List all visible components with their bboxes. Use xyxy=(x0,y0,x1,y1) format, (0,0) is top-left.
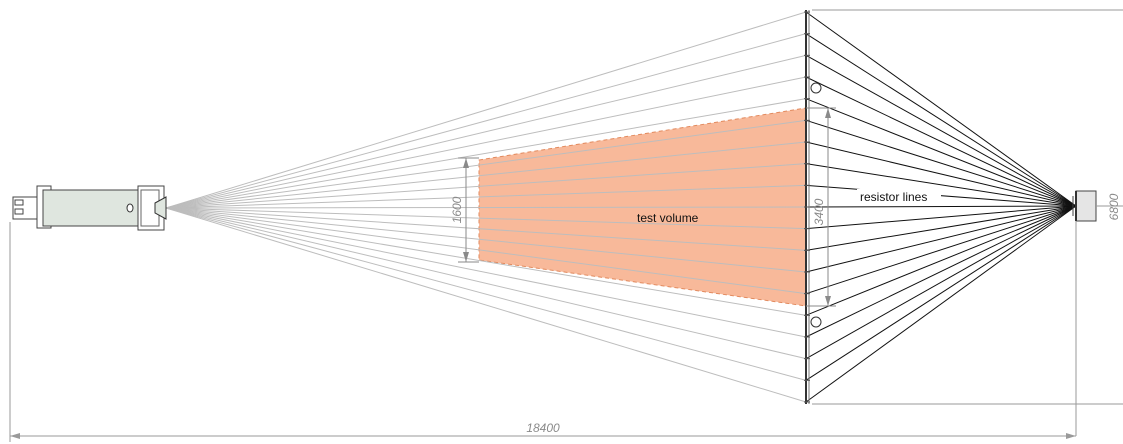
resistor-line xyxy=(805,205,1077,208)
light-fan-line xyxy=(165,207,807,360)
fan-unit-icon xyxy=(12,185,167,231)
resistor-line xyxy=(805,205,1077,230)
exit-height-dimension xyxy=(806,107,836,307)
light-fan-line xyxy=(165,54,807,209)
light-fan-line xyxy=(165,184,807,209)
light-fan-line xyxy=(165,76,807,209)
resistor-line xyxy=(805,11,1077,207)
resistor-line xyxy=(805,141,1077,207)
resistor-line xyxy=(805,98,1077,207)
overall-height-label: 6800 xyxy=(1107,193,1121,220)
resistor-line xyxy=(805,205,1077,273)
sensor-head-icon xyxy=(1072,190,1097,222)
light-fan-line xyxy=(165,207,807,338)
light-fan-line xyxy=(165,207,807,381)
light-fan-line xyxy=(165,207,807,403)
light-fan-line xyxy=(165,207,807,316)
exit-height-label: 3400 xyxy=(812,198,826,225)
overall-length-label: 18400 xyxy=(526,421,560,435)
resistor-line xyxy=(805,119,1077,207)
resistor-frame-icon xyxy=(804,10,822,404)
light-fan-line xyxy=(165,98,807,209)
resistor-line xyxy=(805,205,1077,295)
resistor-line xyxy=(805,205,1077,338)
light-fan-line xyxy=(165,11,807,209)
light-fan-lines xyxy=(165,11,807,403)
light-fan-line xyxy=(165,207,807,230)
resistor-line xyxy=(805,205,1077,381)
light-fan-line xyxy=(165,207,807,273)
resistor-line xyxy=(805,76,1077,207)
test-volume-label: test volume xyxy=(637,211,699,225)
light-fan-line xyxy=(165,206,807,209)
light-fan-line xyxy=(165,119,807,209)
resistor-line xyxy=(805,205,1077,403)
light-fan-line xyxy=(165,33,807,209)
entry-height-label: 1600 xyxy=(450,196,464,223)
resistor-line xyxy=(805,205,1077,316)
resistor-line xyxy=(805,163,1077,207)
light-fan-line xyxy=(165,163,807,209)
resistor-line xyxy=(805,33,1077,207)
resistor-line xyxy=(805,205,1077,360)
resistor-line xyxy=(805,205,1077,251)
resistor-lines-group xyxy=(805,11,1077,403)
resistor-lines-label: resistor lines xyxy=(860,190,927,204)
resistor-line xyxy=(805,54,1077,207)
light-fan-line xyxy=(165,141,807,209)
light-fan-line xyxy=(165,207,807,251)
height-extension-lines xyxy=(812,9,1123,436)
frame-mount-circle-bottom xyxy=(810,316,822,328)
overall-length-dimension xyxy=(9,222,1076,442)
entry-height-dimension xyxy=(458,157,479,263)
frame-mount-circle-top xyxy=(810,82,822,94)
resistor-lines-label-backdrop xyxy=(857,189,941,204)
light-fan-line xyxy=(165,207,807,295)
